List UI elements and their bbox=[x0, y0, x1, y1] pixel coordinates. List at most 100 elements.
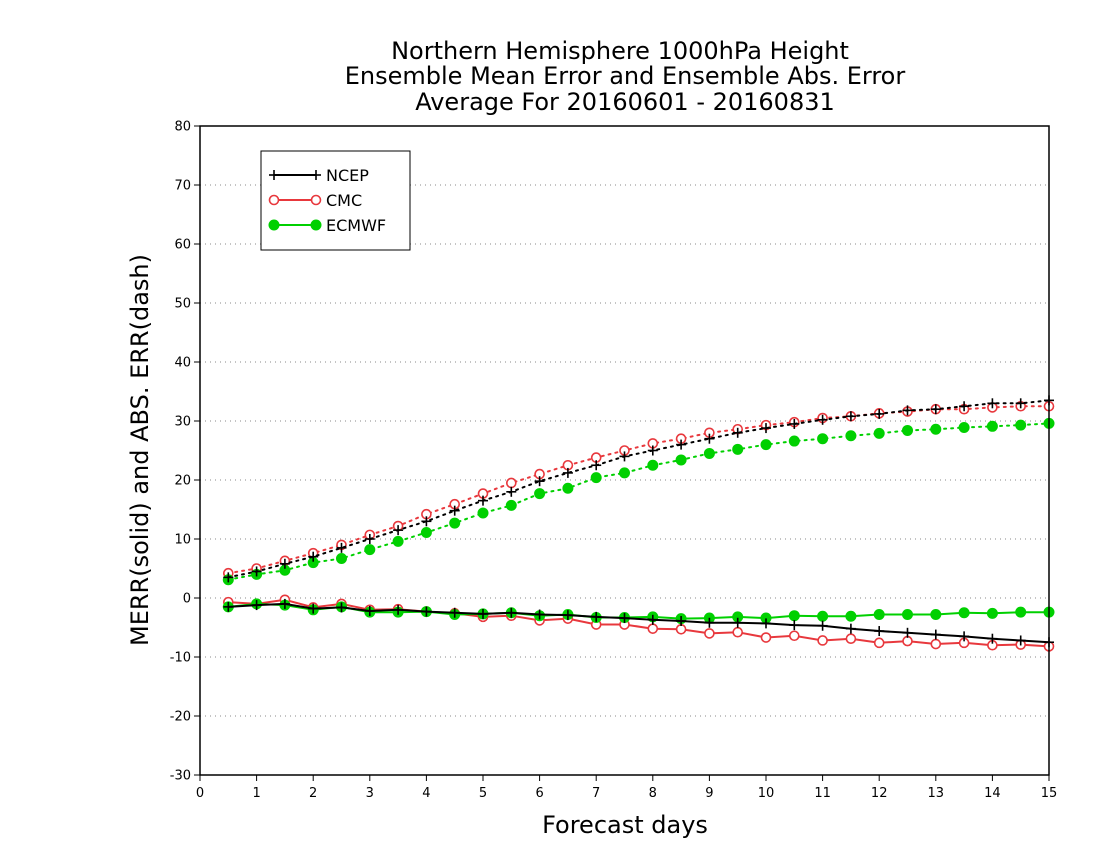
ecmwf-merr-point bbox=[986, 607, 998, 619]
ecmwf-merr-point bbox=[1015, 606, 1027, 618]
ncep-merr-point bbox=[478, 608, 488, 619]
y-tick-label: 40 bbox=[174, 356, 191, 371]
ncep-abs-err-point bbox=[478, 495, 488, 506]
ecmwf-abs-err-point bbox=[788, 435, 800, 447]
ncep-merr-point bbox=[336, 602, 347, 613]
chart-title-line-1: Northern Hemisphere 1000hPa Height bbox=[391, 37, 849, 65]
ncep-merr-point bbox=[279, 598, 290, 609]
ncep-abs-err-point bbox=[421, 516, 432, 527]
ncep-merr-point bbox=[449, 607, 460, 618]
ecmwf-abs-err-point bbox=[845, 430, 857, 442]
legend-marker-ecmwf bbox=[310, 219, 322, 231]
y-tick-label: 10 bbox=[174, 533, 191, 548]
ncep-merr-point bbox=[364, 605, 375, 616]
x-tick-label: 7 bbox=[592, 786, 600, 801]
ncep-abs-err-point bbox=[761, 423, 771, 434]
y-tick-label: -20 bbox=[170, 710, 191, 725]
ecmwf-abs-err-point bbox=[449, 517, 461, 529]
plot-area-frame bbox=[199, 125, 1050, 776]
legend-marker-ncep bbox=[311, 170, 321, 180]
x-axis: 0 1 2 3 4 5 6 7 8 9 10 11 12 13 14 15 bbox=[196, 775, 1057, 801]
ncep-merr-point bbox=[930, 629, 941, 640]
ncep-abs-err-point bbox=[676, 439, 687, 450]
ecmwf-abs-err-point bbox=[930, 423, 942, 435]
cmc-merr-point bbox=[732, 626, 744, 638]
ncep-merr-point bbox=[817, 620, 828, 631]
ncep-abs-err-point bbox=[449, 505, 460, 516]
ncep-merr-point bbox=[223, 601, 234, 612]
ecmwf-abs-err-point bbox=[958, 421, 970, 433]
y-tick-label: 30 bbox=[174, 415, 191, 430]
ecmwf-abs-err-point bbox=[902, 424, 913, 436]
ncep-abs-err-point bbox=[591, 460, 602, 471]
ecmwf-merr-point bbox=[817, 610, 829, 622]
x-tick-label: 13 bbox=[928, 786, 945, 801]
ecmwf-abs-err-point bbox=[336, 552, 347, 564]
x-tick-label: 2 bbox=[309, 786, 317, 801]
x-tick-label: 10 bbox=[758, 786, 775, 801]
y-axis-label: MERR(solid) and ABS. ERR(dash) bbox=[126, 254, 154, 646]
x-tick-label: 9 bbox=[705, 786, 713, 801]
ecmwf-abs-err-point bbox=[732, 443, 744, 455]
y-tick-label: 60 bbox=[174, 238, 191, 253]
ncep-abs-err-point bbox=[336, 542, 347, 553]
cmc-merr-point bbox=[817, 635, 828, 646]
x-tick-label: 0 bbox=[196, 786, 204, 801]
legend-label-ncep: NCEP bbox=[326, 166, 369, 185]
series-layer bbox=[222, 395, 1055, 652]
x-tick-label: 6 bbox=[535, 786, 543, 801]
chart-title-line-3: Average For 20160601 - 20160831 bbox=[415, 88, 835, 116]
ncep-merr-point bbox=[987, 633, 998, 644]
cmc-merr-point bbox=[704, 628, 715, 639]
ncep-merr-point bbox=[732, 617, 743, 628]
cmc-merr-point bbox=[675, 623, 687, 635]
legend-marker-ncep bbox=[269, 170, 279, 180]
ncep-abs-err-point bbox=[789, 418, 800, 429]
ncep-abs-err-point bbox=[704, 433, 715, 444]
ecmwf-abs-err-line bbox=[227, 422, 1050, 581]
ecmwf-abs-err-point bbox=[364, 544, 376, 556]
ncep-merr-point bbox=[421, 606, 432, 617]
ncep-merr-point bbox=[619, 613, 630, 624]
ncep-abs-err-point bbox=[506, 486, 517, 497]
ncep-abs-err-point bbox=[251, 566, 262, 577]
ncep-abs-err-point bbox=[619, 451, 630, 462]
ncep-abs-err-point bbox=[279, 558, 290, 569]
ncep-abs-err-point bbox=[987, 398, 998, 409]
x-axis-label: Forecast days bbox=[542, 811, 708, 839]
ecmwf-abs-err-point bbox=[505, 499, 517, 511]
ncep-abs-err-line bbox=[227, 399, 1050, 579]
cmc-merr-point bbox=[930, 638, 942, 650]
ecmwf-abs-err-point bbox=[817, 433, 829, 445]
y-axis: 80 70 60 50 40 30 20 10 0 -10 -20 -30 bbox=[170, 120, 200, 784]
ncep-merr-point bbox=[789, 620, 800, 631]
x-tick-label: 14 bbox=[984, 786, 1001, 801]
y-tick-label: 70 bbox=[174, 179, 191, 194]
ncep-abs-err-point bbox=[534, 476, 545, 487]
x-tick-label: 15 bbox=[1041, 786, 1058, 801]
x-tick-label: 5 bbox=[479, 786, 487, 801]
ecmwf-merr-point bbox=[873, 609, 885, 621]
x-tick-label: 11 bbox=[814, 786, 831, 801]
y-tick-label: -30 bbox=[170, 769, 191, 784]
ncep-abs-err-point bbox=[562, 467, 573, 478]
cmc-merr-line bbox=[228, 598, 1050, 648]
ncep-merr-point bbox=[845, 623, 856, 634]
cmc-abs-err-line bbox=[227, 405, 1050, 575]
ecmwf-merr-point bbox=[958, 607, 970, 619]
ecmwf-abs-err-point bbox=[675, 454, 687, 466]
ecmwf-abs-err-point bbox=[873, 427, 885, 439]
ecmwf-abs-err-point bbox=[534, 488, 546, 500]
ncep-merr-point bbox=[591, 611, 602, 622]
y-tick-label: 80 bbox=[174, 120, 191, 135]
ncep-abs-err-point bbox=[393, 525, 404, 536]
ncep-abs-err-point bbox=[223, 572, 234, 583]
ncep-merr-point bbox=[902, 627, 913, 638]
ncep-abs-err-point bbox=[364, 534, 375, 544]
ncep-abs-err-point bbox=[308, 551, 319, 562]
ecmwf-abs-err-point bbox=[647, 459, 659, 471]
y-tick-label: 50 bbox=[174, 297, 191, 312]
x-tick-label: 3 bbox=[366, 786, 374, 801]
chart-title: Northern Hemisphere 1000hPa Height Ensem… bbox=[345, 37, 906, 116]
